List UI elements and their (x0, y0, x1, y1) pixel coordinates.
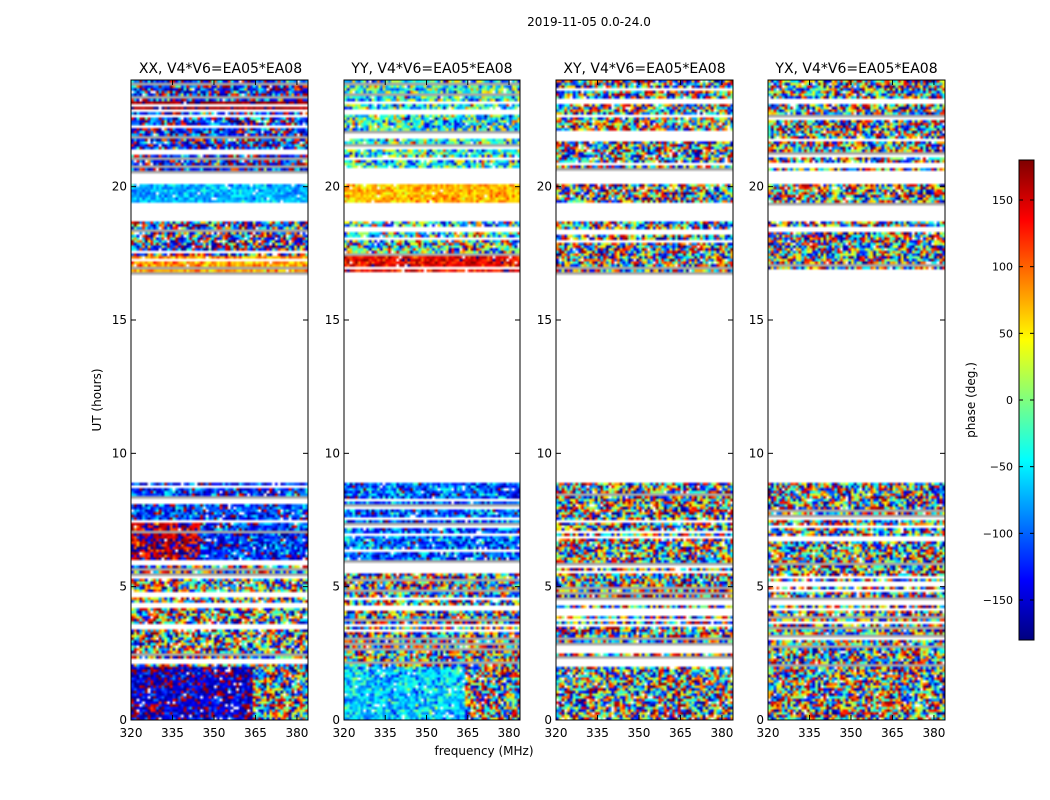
heatmap-image (556, 80, 733, 720)
panel-title: XY, V4*V6=EA05*EA08 (563, 61, 725, 77)
axes-frame (130, 79, 309, 721)
axes-frame (343, 79, 521, 721)
x-tick-label: 365 (881, 726, 904, 740)
x-tick-label: 380 (498, 726, 521, 740)
x-tick-label: 320 (545, 726, 568, 740)
x-tick-label: 320 (120, 726, 143, 740)
x-tick-label: 320 (757, 726, 780, 740)
y-tick-label: 20 (112, 180, 127, 194)
y-tick-label: 15 (749, 313, 764, 327)
axes-frame (767, 79, 946, 721)
colorbar-tick-label: −50 (990, 461, 1013, 474)
y-tick-label: 15 (325, 313, 340, 327)
x-tick-label: 350 (840, 726, 863, 740)
colorbar-tick-label: −150 (983, 594, 1013, 607)
panel-title: XX, V4*V6=EA05*EA08 (139, 61, 302, 77)
colorbar-tick-label: 0 (1006, 394, 1013, 407)
x-tick-label: 380 (285, 726, 308, 740)
colorbar-ticks: −150 −100 −50 0 50 100 150 (983, 194, 1034, 607)
x-tick-label: 350 (203, 726, 226, 740)
x-tick-label: 350 (415, 726, 438, 740)
figure-suptitle: 2019-11-05 0.0-24.0 (527, 15, 651, 29)
panel-yx: YX, V4*V6=EA05*EA08 320 335 350 365 380 0 5 10… (749, 61, 946, 740)
y-tick-label: 5 (119, 580, 127, 594)
x-ticks: 320 335 350 365 380 (545, 80, 733, 740)
y-tick-label: 5 (544, 580, 552, 594)
x-tick-label: 335 (798, 726, 821, 740)
y-ticks: 0 5 10 15 20 (749, 180, 945, 727)
colorbar-tick-label: −100 (983, 527, 1013, 540)
y-tick-label: 0 (119, 713, 127, 727)
x-ticks: 320 335 350 365 380 (333, 80, 521, 740)
y-tick-label: 15 (112, 313, 127, 327)
panel-title: YY, V4*V6=EA05*EA08 (350, 61, 512, 77)
heatmap-image (344, 80, 520, 720)
panel-title: YX, V4*V6=EA05*EA08 (774, 61, 937, 77)
x-tick-label: 335 (374, 726, 397, 740)
heatmap-image (768, 80, 945, 720)
x-tick-label: 350 (628, 726, 651, 740)
y-ticks: 0 5 10 15 20 (112, 180, 308, 727)
colorbar-label: phase (deg.) (964, 362, 978, 438)
x-tick-label: 380 (710, 726, 733, 740)
x-tick-label: 365 (669, 726, 692, 740)
heatmap-image (131, 80, 308, 720)
y-ticks: 0 5 10 15 20 (537, 180, 733, 727)
y-tick-label: 5 (756, 580, 764, 594)
x-ticks: 320 335 350 365 380 (120, 80, 308, 740)
y-tick-label: 10 (112, 446, 127, 460)
y-ticks: 0 5 10 15 20 (325, 180, 520, 727)
y-tick-label: 0 (332, 713, 340, 727)
axes-frame (555, 79, 734, 721)
panel-xx: XX, V4*V6=EA05*EA08 320 335 350 365 380 0 5 10… (112, 61, 309, 740)
y-tick-label: 20 (325, 180, 340, 194)
y-tick-label: 20 (537, 180, 552, 194)
x-tick-label: 365 (244, 726, 267, 740)
colorbar-tick-label: 100 (992, 261, 1013, 274)
x-tick-label: 335 (586, 726, 609, 740)
y-tick-label: 20 (749, 180, 764, 194)
y-tick-label: 0 (544, 713, 552, 727)
y-tick-label: 5 (332, 580, 340, 594)
y-tick-label: 0 (756, 713, 764, 727)
y-axis-label: UT (hours) (90, 368, 104, 431)
panel-yy: YY, V4*V6=EA05*EA08 320 335 350 365 380 0 5 10… (325, 61, 521, 740)
y-tick-label: 10 (749, 446, 764, 460)
colorbar: −150 −100 −50 0 50 100 150 phase (deg.) (964, 159, 1035, 641)
y-tick-label: 10 (537, 446, 552, 460)
x-tick-label: 380 (922, 726, 945, 740)
panel-xy: XY, V4*V6=EA05*EA08 320 335 350 365 380 0 5 10… (537, 61, 734, 740)
x-tick-label: 335 (161, 726, 184, 740)
colorbar-tick-label: 150 (992, 194, 1013, 207)
x-axis-label: frequency (MHz) (434, 744, 533, 758)
y-tick-label: 10 (325, 446, 340, 460)
y-tick-label: 15 (537, 313, 552, 327)
colorbar-tick-label: 50 (999, 327, 1013, 340)
x-tick-label: 320 (333, 726, 356, 740)
x-ticks: 320 335 350 365 380 (757, 80, 945, 740)
x-tick-label: 365 (456, 726, 479, 740)
